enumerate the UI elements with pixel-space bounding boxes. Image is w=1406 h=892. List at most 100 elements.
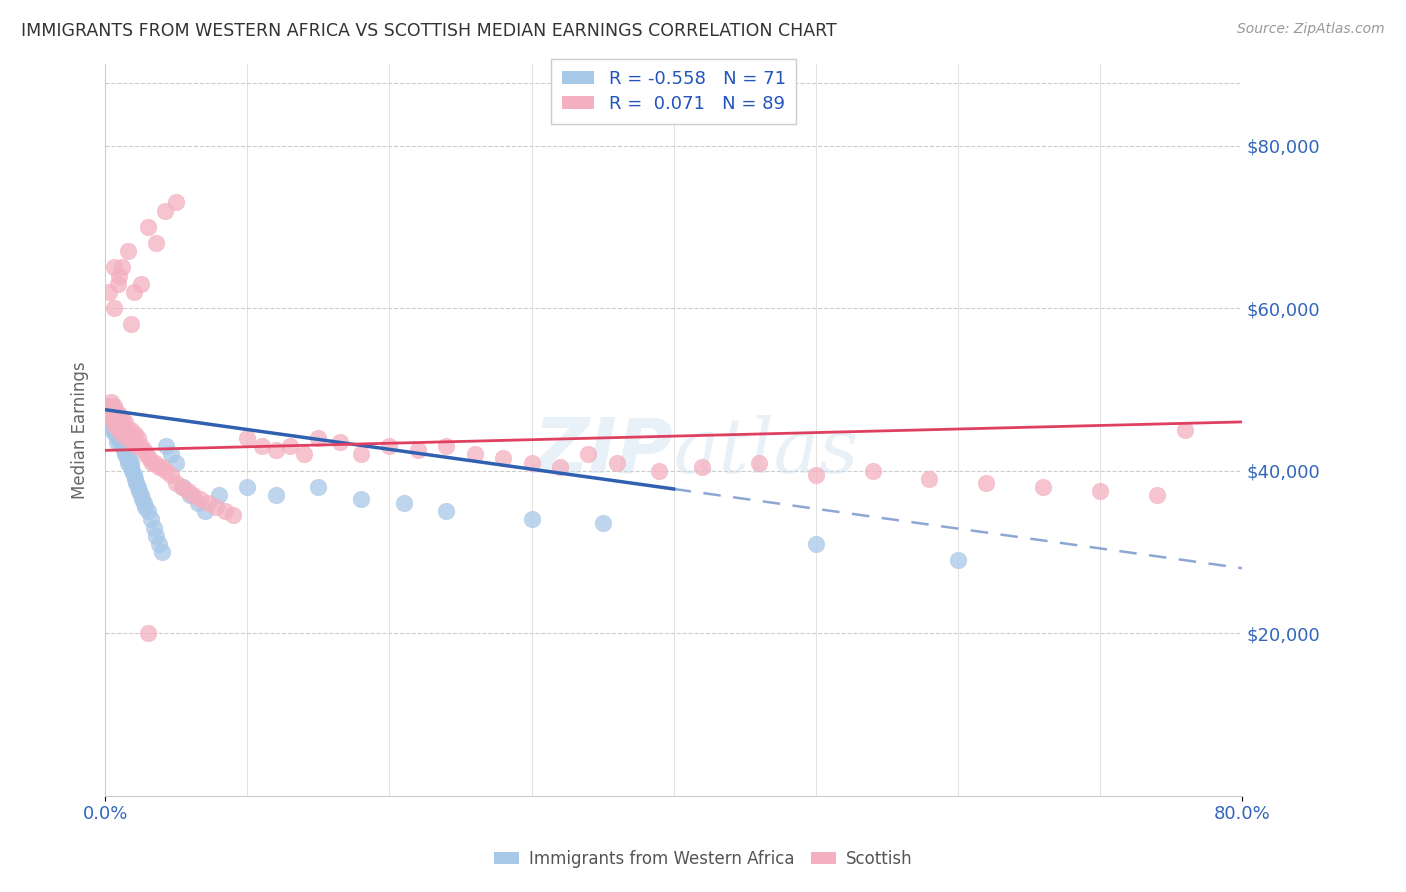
Point — [350, 492, 373, 507]
Point — [103, 399, 125, 413]
Point — [111, 410, 134, 425]
Point — [946, 553, 969, 567]
Point — [129, 488, 152, 502]
Point — [434, 504, 457, 518]
Text: Source: ZipAtlas.com: Source: ZipAtlas.com — [1237, 22, 1385, 37]
Point — [114, 415, 136, 429]
Point — [129, 277, 152, 291]
Point — [101, 407, 124, 421]
Point — [120, 423, 142, 437]
Legend: R = -0.558   N = 71, R =  0.071   N = 89: R = -0.558 N = 71, R = 0.071 N = 89 — [551, 59, 796, 124]
Point — [148, 459, 170, 474]
Point — [131, 492, 153, 507]
Point — [122, 285, 145, 299]
Point — [98, 402, 121, 417]
Point — [103, 301, 125, 315]
Point — [236, 431, 259, 445]
Point — [105, 435, 128, 450]
Point — [122, 431, 145, 445]
Point — [105, 410, 128, 425]
Point — [100, 394, 122, 409]
Point — [350, 447, 373, 461]
Point — [117, 443, 139, 458]
Point — [748, 456, 770, 470]
Point — [236, 480, 259, 494]
Point — [110, 415, 132, 429]
Point — [592, 516, 614, 531]
Point — [112, 431, 135, 445]
Point — [107, 415, 129, 429]
Point — [392, 496, 415, 510]
Point — [128, 483, 150, 498]
Point — [125, 439, 148, 453]
Point — [214, 504, 236, 518]
Point — [520, 512, 543, 526]
Point — [125, 475, 148, 490]
Point — [103, 260, 125, 275]
Point — [159, 447, 181, 461]
Point — [124, 427, 146, 442]
Point — [648, 464, 671, 478]
Point — [520, 456, 543, 470]
Point — [115, 451, 138, 466]
Point — [108, 423, 131, 437]
Point — [141, 456, 163, 470]
Point — [111, 439, 134, 453]
Point — [117, 423, 139, 437]
Point — [176, 483, 198, 498]
Point — [135, 447, 157, 461]
Point — [1088, 483, 1111, 498]
Point — [112, 443, 135, 458]
Point — [121, 464, 143, 478]
Point — [127, 480, 149, 494]
Point — [329, 435, 352, 450]
Point — [107, 431, 129, 445]
Text: IMMIGRANTS FROM WESTERN AFRICA VS SCOTTISH MEDIAN EARNINGS CORRELATION CHART: IMMIGRANTS FROM WESTERN AFRICA VS SCOTTI… — [21, 22, 837, 40]
Point — [434, 439, 457, 453]
Point — [406, 443, 429, 458]
Point — [165, 195, 187, 210]
Point — [110, 423, 132, 437]
Text: atlas: atlas — [673, 415, 859, 489]
Point — [104, 407, 127, 421]
Point — [378, 439, 401, 453]
Point — [148, 537, 170, 551]
Point — [1146, 488, 1168, 502]
Point — [208, 488, 231, 502]
Point — [548, 459, 571, 474]
Point — [115, 431, 138, 445]
Point — [197, 496, 219, 510]
Point — [143, 456, 166, 470]
Point — [108, 431, 131, 445]
Point — [170, 480, 193, 494]
Text: ZIP: ZIP — [534, 415, 673, 489]
Point — [132, 443, 155, 458]
Point — [138, 451, 160, 466]
Point — [492, 451, 515, 466]
Point — [122, 467, 145, 482]
Point — [145, 529, 167, 543]
Point — [165, 456, 187, 470]
Point — [136, 219, 159, 234]
Point — [104, 419, 127, 434]
Point — [107, 415, 129, 429]
Legend: Immigrants from Western Africa, Scottish: Immigrants from Western Africa, Scottish — [486, 844, 920, 875]
Point — [150, 459, 173, 474]
Point — [974, 475, 997, 490]
Point — [918, 472, 941, 486]
Point — [98, 285, 121, 299]
Point — [105, 423, 128, 437]
Point — [103, 415, 125, 429]
Point — [104, 402, 127, 417]
Point — [105, 410, 128, 425]
Point — [606, 456, 628, 470]
Point — [576, 447, 599, 461]
Point — [1032, 480, 1054, 494]
Point — [181, 488, 204, 502]
Point — [307, 480, 329, 494]
Point — [101, 415, 124, 429]
Point — [159, 467, 181, 482]
Point — [264, 488, 287, 502]
Point — [127, 431, 149, 445]
Point — [118, 451, 141, 466]
